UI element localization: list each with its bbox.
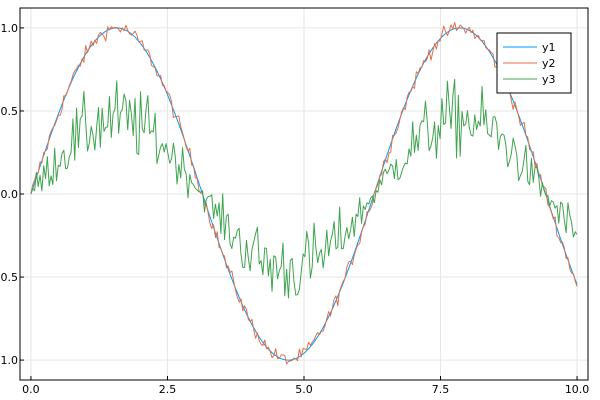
y-tick-label: 0.0 — [1, 188, 19, 201]
series-y3-line — [30, 78, 578, 299]
y-tick-label: 1.0 — [1, 22, 19, 35]
x-tick-label: 0.0 — [22, 383, 40, 396]
x-tick-label: 2.5 — [159, 383, 177, 396]
x-tick-label: 5.0 — [295, 383, 313, 396]
axis-ticks: 0.0 2.5 5.0 7.5 10.0 1.0 0.5 0.0 0.5 1.0 — [1, 22, 590, 396]
y-tick-label: 0.5 — [1, 271, 19, 284]
legend-label-y2: y2 — [542, 57, 556, 70]
y-tick-label: 1.0 — [1, 354, 19, 367]
y-tick-label: 0.5 — [1, 105, 19, 118]
legend-label-y1: y1 — [542, 41, 556, 54]
legend-label-y3: y3 — [542, 73, 556, 86]
series-lines — [30, 22, 578, 365]
x-tick-label: 7.5 — [432, 383, 450, 396]
legend: y1 y2 y3 — [496, 32, 572, 94]
x-tick-label: 10.0 — [565, 383, 590, 396]
series-y2-line — [30, 22, 578, 365]
